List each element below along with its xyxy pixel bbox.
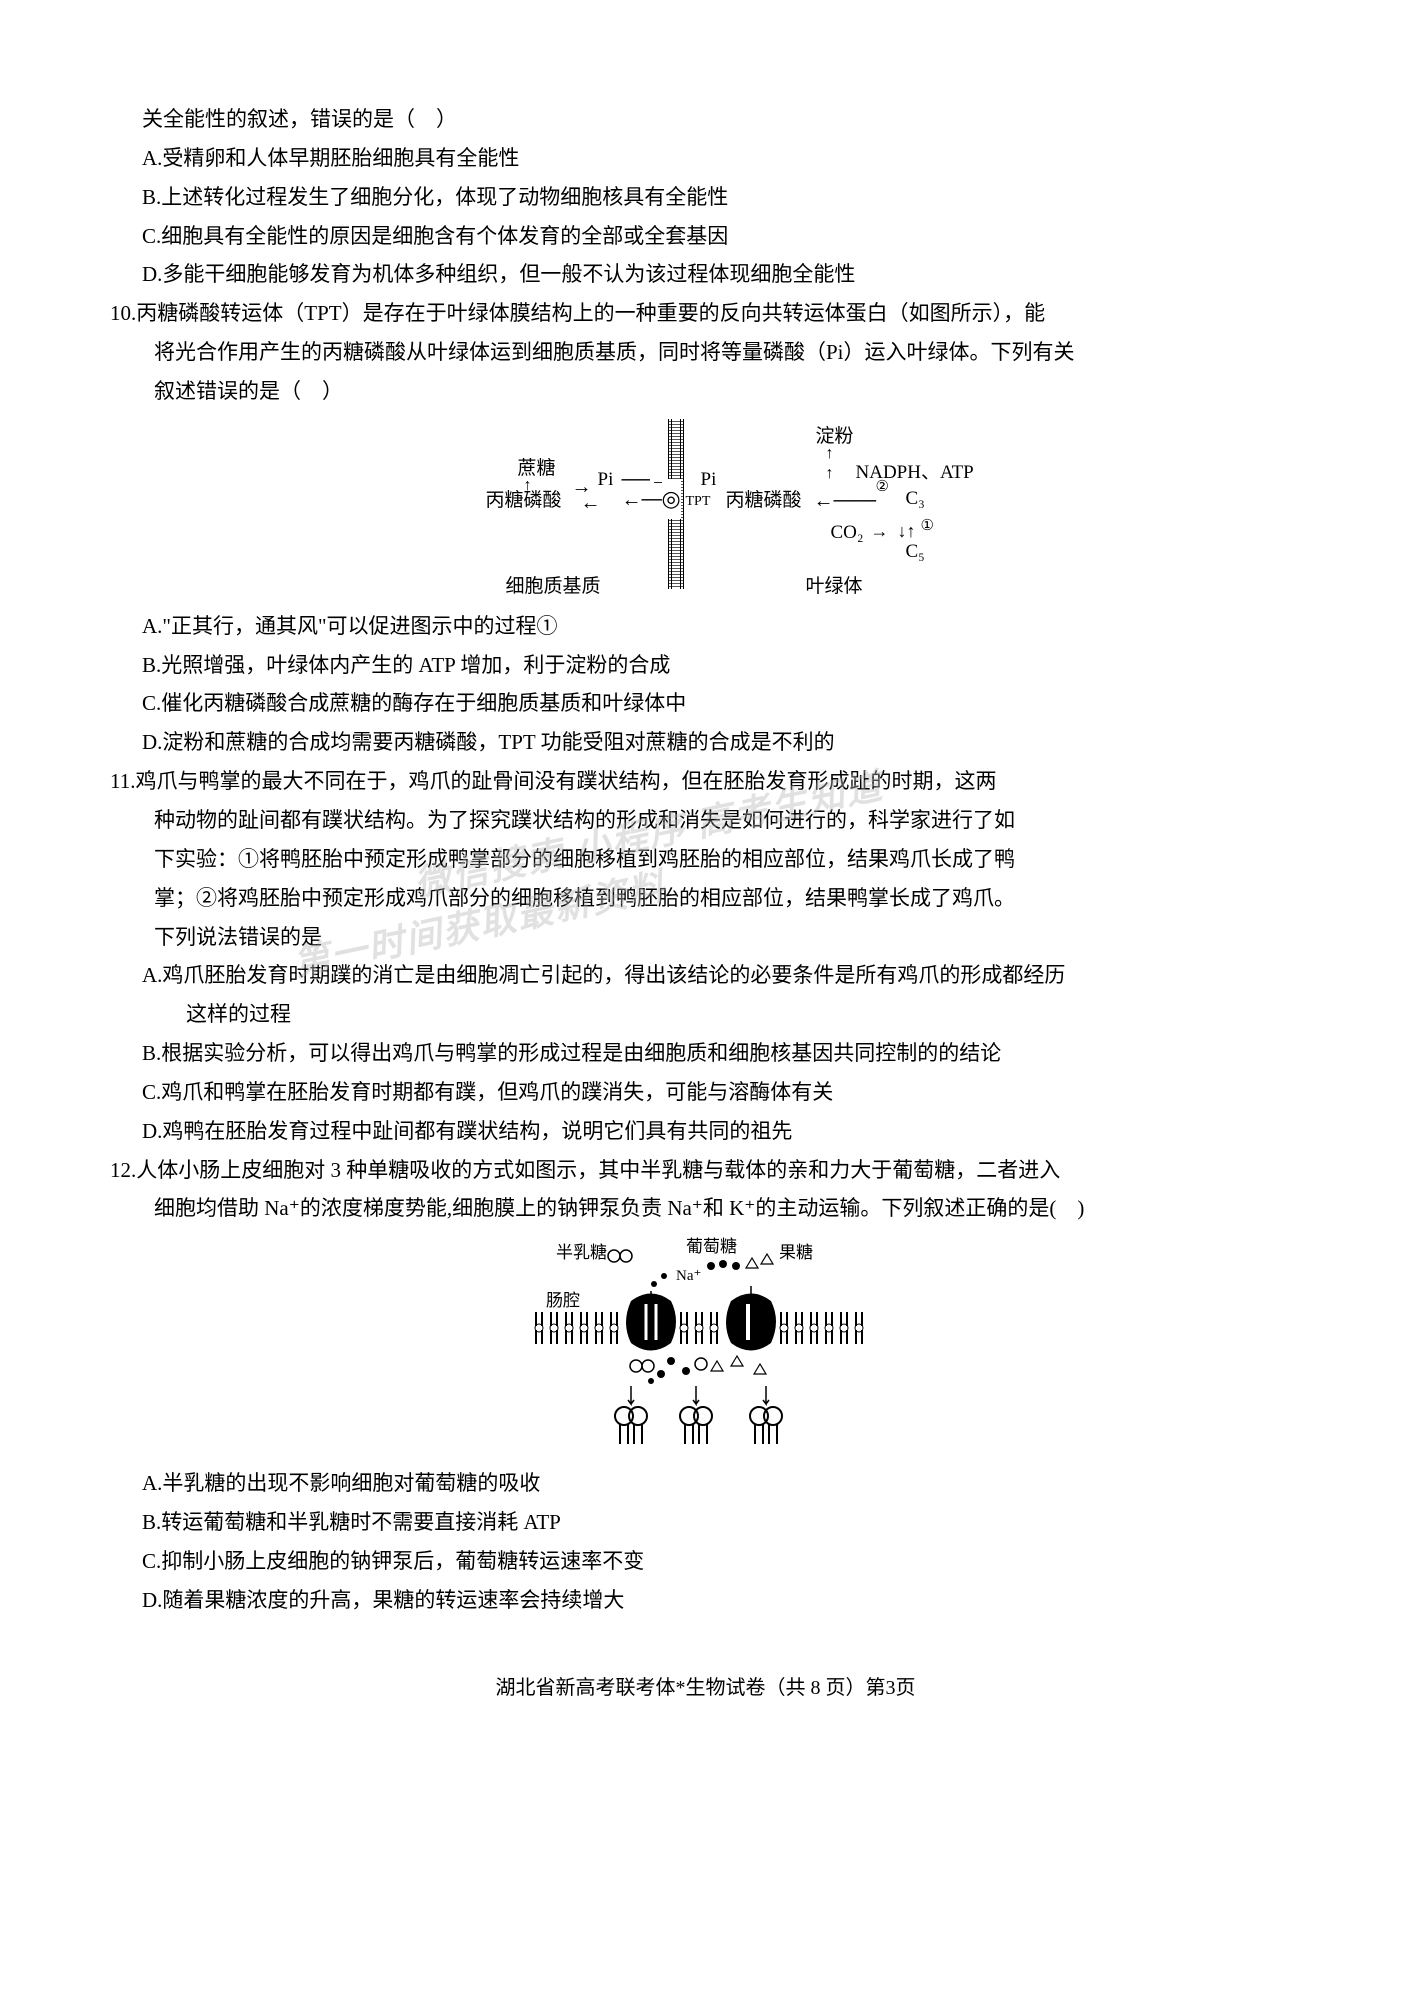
c3-label: C₃ bbox=[906, 481, 925, 516]
q12-stem-line1: 12.人体小肠上皮细胞对 3 种单糖吸收的方式如图示，其中半乳糖与载体的亲和力大… bbox=[110, 1151, 1301, 1190]
na-text: Na⁺ bbox=[676, 1268, 701, 1284]
q11-option-c: C.鸡爪和鸭掌在胚胎发育时期都有蹼，但鸡爪的蹼消失，可能与溶酶体有关 bbox=[110, 1073, 1301, 1112]
q10-stem-line1: 10.丙糖磷酸转运体（TPT）是存在于叶绿体膜结构上的一种重要的反向共转运体蛋白… bbox=[110, 294, 1301, 333]
lumen-text: 肠腔 bbox=[546, 1291, 580, 1310]
chloroplast-label: 叶绿体 bbox=[806, 569, 863, 604]
q12-option-a: A.半乳糖的出现不影响细胞对葡萄糖的吸收 bbox=[110, 1464, 1301, 1503]
q10-stem-line2: 将光合作用产生的丙糖磷酸从叶绿体运到细胞质基质，同时将等量磷酸（Pi）运入叶绿体… bbox=[110, 333, 1301, 372]
q11-stem-line2: 种动物的趾间都有蹼状结构。为了探究蹼状结构的形成和消失是如何进行的，科学家进行了… bbox=[110, 801, 1301, 840]
q10-diagram: 蔗糖 丙糖磷酸 ↑ → Pi ← ──→ ←── ◎ TPT Pi 丙糖磷酸 淀… bbox=[426, 419, 986, 599]
q9-option-c: C.细胞具有全能性的原因是细胞含有个体发育的全部或全套基因 bbox=[110, 217, 1301, 256]
q11-option-a-line1: A.鸡爪胚胎发育时期蹼的消亡是由细胞凋亡引起的，得出该结论的必要条件是所有鸡爪的… bbox=[110, 956, 1301, 995]
circle2-label: ② bbox=[876, 474, 889, 502]
q12-stem-line2: 细胞均借助 Na⁺的浓度梯度势能,细胞膜上的钠钾泵负责 Na⁺和 K⁺的主动运输… bbox=[110, 1189, 1301, 1228]
q12-diagram-container: 半乳糖 葡萄糖 果糖 肠腔 Na⁺ bbox=[110, 1236, 1301, 1456]
q9-stem-continuation: 关全能性的叙述，错误的是（ ） bbox=[110, 100, 1301, 139]
q10-option-b: B.光照增强，叶绿体内产生的 ATP 增加，利于淀粉的合成 bbox=[110, 646, 1301, 685]
q11-option-a-line2: 这样的过程 bbox=[110, 995, 1301, 1034]
q11-stem-line1: 11.鸡爪与鸭掌的最大不同在于，鸡爪的趾骨间没有蹼状结构，但在胚胎发育形成趾的时… bbox=[110, 762, 1301, 801]
bottom-transporter-2 bbox=[680, 1407, 712, 1444]
co2-label: CO₂ bbox=[831, 515, 864, 550]
q12-membrane-svg: 半乳糖 葡萄糖 果糖 肠腔 Na⁺ bbox=[486, 1236, 926, 1456]
co2-arrow-icon: → bbox=[871, 515, 889, 548]
left-arrow-icon: ← bbox=[581, 485, 601, 522]
q12-option-d: D.随着果糖浓度的升高，果糖的转运速率会持续增大 bbox=[110, 1581, 1301, 1620]
q10-number: 10. bbox=[110, 301, 136, 325]
q10-option-d: D.淀粉和蔗糖的合成均需要丙糖磷酸，TPT 功能受阻对蔗糖的合成是不利的 bbox=[110, 723, 1301, 762]
bottom-transporter-3 bbox=[750, 1407, 782, 1444]
q11-stem-line4: 掌；②将鸡胚胎中预定形成鸡爪部分的细胞移植到鸭胚胎的相应部位，结果鸭掌长成了鸡爪… bbox=[110, 879, 1301, 918]
page-footer: 湖北省新高考联考体*生物试卷（共 8 页）第3页 bbox=[110, 1670, 1301, 1707]
q11-stem-line3: 下实验：①将鸭胚胎中预定形成鸭掌部分的细胞移植到鸡胚胎的相应部位，结果鸡爪长成了… bbox=[110, 840, 1301, 879]
up-arrow-icon: ↑ bbox=[524, 471, 532, 501]
q10-option-a: A."正其行，通其风"可以促进图示中的过程① bbox=[110, 607, 1301, 646]
starch-label: 淀粉 bbox=[816, 419, 854, 454]
q11-number: 11. bbox=[110, 769, 135, 793]
membrane-row bbox=[535, 1294, 863, 1351]
q12-option-b: B.转运葡萄糖和半乳糖时不需要直接消耗 ATP bbox=[110, 1503, 1301, 1542]
q10-diagram-container: 蔗糖 丙糖磷酸 ↑ → Pi ← ──→ ←── ◎ TPT Pi 丙糖磷酸 淀… bbox=[110, 419, 1301, 599]
q9-option-b: B.上述转化过程发生了细胞分化，体现了动物细胞核具有全能性 bbox=[110, 178, 1301, 217]
q12-option-c: C.抑制小肠上皮细胞的钠钾泵后，葡萄糖转运速率不变 bbox=[110, 1542, 1301, 1581]
q11-stem-line5: 下列说法错误的是 bbox=[110, 918, 1301, 957]
q12-diagram: 半乳糖 葡萄糖 果糖 肠腔 Na⁺ bbox=[486, 1236, 926, 1456]
q10-stem-line3: 叙述错误的是（ ） bbox=[110, 372, 1301, 411]
q10-option-c: C.催化丙糖磷酸合成蔗糖的酶存在于细胞质基质和叶绿体中 bbox=[110, 684, 1301, 723]
pi-right-label: Pi bbox=[701, 462, 717, 497]
question-10: 10.丙糖磷酸转运体（TPT）是存在于叶绿体膜结构上的一种重要的反向共转运体蛋白… bbox=[110, 294, 1301, 762]
c5-label: C₅ bbox=[906, 534, 925, 569]
glucose-text: 葡萄糖 bbox=[686, 1237, 737, 1256]
question-11: 微信搜索 小程序 高考生知道 第一时间获取最新资料 11.鸡爪与鸭掌的最大不同在… bbox=[110, 762, 1301, 1150]
cytoplasm-label: 细胞质基质 bbox=[506, 569, 601, 604]
question-12: 12.人体小肠上皮细胞对 3 种单糖吸收的方式如图示，其中半乳糖与载体的亲和力大… bbox=[110, 1151, 1301, 1620]
question-9-continuation: 关全能性的叙述，错误的是（ ） A.受精卵和人体早期胚胎细胞具有全能性 B.上述… bbox=[110, 100, 1301, 294]
galactose-text: 半乳糖 bbox=[556, 1243, 607, 1262]
bottom-transporter-1 bbox=[615, 1407, 647, 1444]
q11-option-b: B.根据实验分析，可以得出鸡爪与鸭掌的形成过程是由细胞质和细胞核基因共同控制的的… bbox=[110, 1034, 1301, 1073]
q9-option-a: A.受精卵和人体早期胚胎细胞具有全能性 bbox=[110, 139, 1301, 178]
q12-number: 12. bbox=[110, 1158, 136, 1182]
triose-right-label: 丙糖磷酸 bbox=[726, 483, 802, 518]
q11-option-d: D.鸡鸭在胚胎发育过程中趾间都有蹼状结构，说明它们具有共同的祖先 bbox=[110, 1112, 1301, 1151]
fructose-text: 果糖 bbox=[779, 1243, 813, 1262]
tpt-circle-icon: ◎ bbox=[662, 479, 681, 520]
q9-option-d: D.多能干细胞能够发育为机体多种组织，但一般不认为该过程体现细胞全能性 bbox=[110, 255, 1301, 294]
